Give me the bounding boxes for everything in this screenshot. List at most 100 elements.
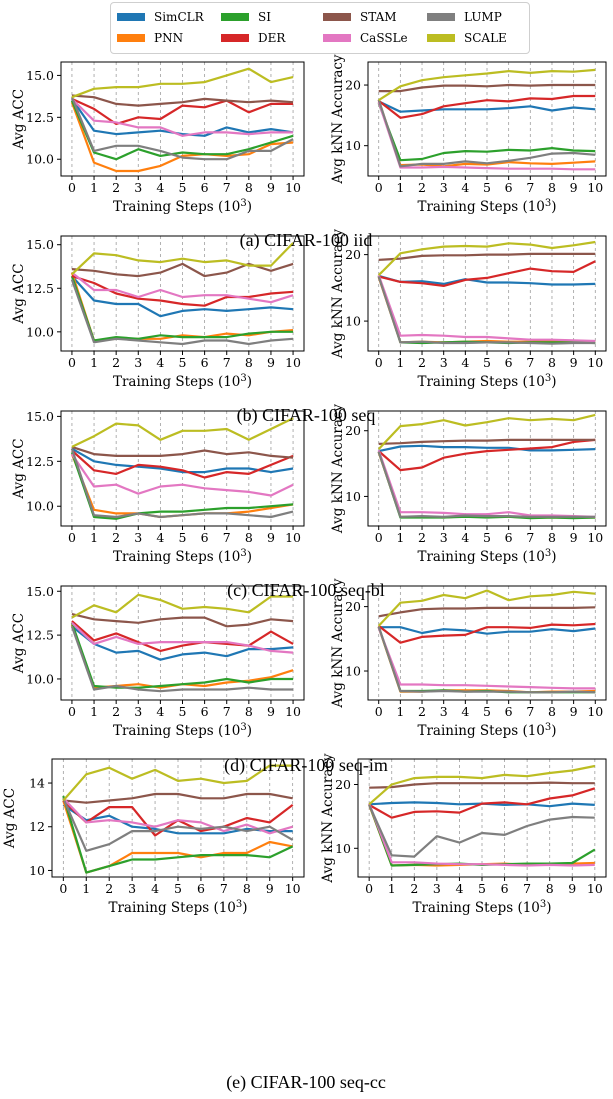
x-tick-label: 10 bbox=[587, 881, 603, 896]
y-tick-label: 15.0 bbox=[26, 237, 54, 252]
series-line-stam bbox=[71, 94, 294, 107]
x-axis-label: Training Steps (103) bbox=[417, 373, 556, 390]
x-tick-label: 1 bbox=[396, 180, 404, 195]
legend-swatch-si bbox=[221, 13, 249, 21]
series-line-scale bbox=[71, 593, 294, 619]
x-axis-label: Training Steps (103) bbox=[113, 198, 252, 215]
x-tick-label: 1 bbox=[396, 530, 404, 545]
x-tick-label: 10 bbox=[285, 355, 301, 370]
x-tick-label: 0 bbox=[68, 180, 76, 195]
series-line-lump bbox=[70, 279, 294, 346]
x-tick-label: 7 bbox=[523, 881, 531, 896]
series-line-cassle bbox=[70, 453, 294, 497]
series-line-lump bbox=[377, 626, 596, 694]
x-tick-label: 9 bbox=[267, 355, 275, 370]
series-line-simclr bbox=[71, 625, 294, 661]
x-tick-label: 6 bbox=[505, 704, 513, 719]
x-tick-label: 5 bbox=[483, 704, 491, 719]
x-tick-label: 5 bbox=[179, 355, 187, 370]
x-tick-label: 1 bbox=[90, 355, 98, 370]
series-line-scale bbox=[377, 413, 596, 450]
x-tick-label: 3 bbox=[134, 180, 142, 195]
y-tick-label: 10.0 bbox=[26, 152, 54, 167]
series-line-cassle bbox=[71, 271, 294, 304]
y-axis-label: Avg kNN Accuracy bbox=[330, 404, 346, 534]
series-line-simclr bbox=[378, 444, 596, 453]
legend-item-stam: STAM bbox=[323, 8, 397, 26]
legend-label-scale: SCALE bbox=[464, 31, 507, 45]
x-tick-label: 6 bbox=[197, 881, 205, 896]
x-tick-label: 4 bbox=[156, 180, 164, 195]
x-tick-label: 9 bbox=[570, 704, 578, 719]
y-tick-label: 20 bbox=[345, 247, 361, 262]
x-tick-label: 0 bbox=[375, 355, 383, 370]
x-tick-label: 6 bbox=[505, 180, 513, 195]
series-line-stam bbox=[378, 83, 596, 93]
x-tick-label: 7 bbox=[220, 881, 228, 896]
x-tick-label: 0 bbox=[375, 180, 383, 195]
legend-label-cassle: CaSSLe bbox=[360, 31, 408, 45]
x-tick-label: 2 bbox=[418, 704, 426, 719]
x-tick-label: 2 bbox=[112, 355, 120, 370]
y-axis-label: Avg ACC bbox=[11, 613, 27, 674]
caption-a: (a) CIFAR-100 iid bbox=[240, 230, 373, 251]
series-line-simclr bbox=[71, 275, 294, 318]
x-tick-label: 10 bbox=[285, 530, 301, 545]
y-tick-label: 10 bbox=[29, 863, 45, 878]
x-tick-label: 9 bbox=[570, 180, 578, 195]
series-line-lump bbox=[368, 804, 595, 858]
x-tick-label: 3 bbox=[134, 704, 142, 719]
x-axis-label: Training Steps (103) bbox=[417, 722, 556, 739]
x-tick-label: 7 bbox=[223, 704, 231, 719]
x-tick-label: 6 bbox=[201, 530, 209, 545]
x-tick-label: 5 bbox=[483, 530, 491, 545]
y-tick-label: 15.0 bbox=[26, 409, 54, 424]
x-axis-label: Training Steps (103) bbox=[113, 722, 252, 739]
x-tick-label: 9 bbox=[570, 530, 578, 545]
x-tick-label: 10 bbox=[285, 704, 301, 719]
series-line-der bbox=[71, 97, 294, 126]
x-tick-label: 2 bbox=[112, 704, 120, 719]
legend-label-der: DER bbox=[258, 31, 286, 45]
x-tick-label: 3 bbox=[440, 704, 448, 719]
x-tick-label: 10 bbox=[285, 881, 301, 896]
series-line-der bbox=[378, 260, 596, 287]
series-line-lump bbox=[70, 448, 294, 519]
x-tick-label: 8 bbox=[245, 530, 253, 545]
x-tick-label: 8 bbox=[245, 704, 253, 719]
series-line-si bbox=[70, 451, 294, 520]
x-tick-label: 5 bbox=[179, 530, 187, 545]
x-tick-label: 10 bbox=[587, 704, 603, 719]
x-tick-label: 8 bbox=[548, 530, 556, 545]
series-line-si bbox=[70, 275, 294, 342]
legend-item-simclr: SimCLR bbox=[117, 8, 204, 26]
x-tick-label: 10 bbox=[285, 180, 301, 195]
caption-d: (d) CIFAR-100 seq-im bbox=[224, 755, 388, 776]
series-line-lump bbox=[377, 276, 596, 345]
x-tick-label: 4 bbox=[156, 530, 164, 545]
series-line-der bbox=[71, 449, 294, 479]
series-line-stam bbox=[71, 613, 294, 628]
x-tick-label: 1 bbox=[90, 704, 98, 719]
x-tick-label: 2 bbox=[112, 530, 120, 545]
y-axis-label: Avg ACC bbox=[11, 438, 27, 499]
x-tick-label: 4 bbox=[461, 704, 469, 719]
x-axis-label: Training Steps (103) bbox=[108, 899, 247, 916]
legend-swatch-pnn bbox=[117, 34, 145, 42]
y-tick-label: 12.5 bbox=[26, 628, 54, 643]
legend-item-pnn: PNN bbox=[117, 29, 183, 47]
x-tick-label: 0 bbox=[375, 530, 383, 545]
x-tick-label: 3 bbox=[134, 355, 142, 370]
series-line-der bbox=[378, 94, 596, 119]
legend-swatch-cassle bbox=[323, 34, 351, 42]
y-axis-label: Avg ACC bbox=[2, 788, 18, 849]
chart-panel-a-left: 0 1 2 3 4 5 6 7 8 9 10 10.0 12.5 15.0 Training Steps (… bbox=[11, 61, 305, 215]
chart-panel-c-left: 0 1 2 3 4 5 6 7 8 9 10 10.0 12.5 15.0 Training Steps (… bbox=[11, 409, 305, 565]
x-tick-label: 7 bbox=[526, 180, 534, 195]
x-tick-label: 7 bbox=[526, 355, 534, 370]
x-tick-label: 8 bbox=[245, 180, 253, 195]
x-tick-label: 7 bbox=[223, 180, 231, 195]
x-tick-label: 8 bbox=[548, 180, 556, 195]
y-axis-label: Avg kNN Accuracy bbox=[330, 578, 346, 708]
